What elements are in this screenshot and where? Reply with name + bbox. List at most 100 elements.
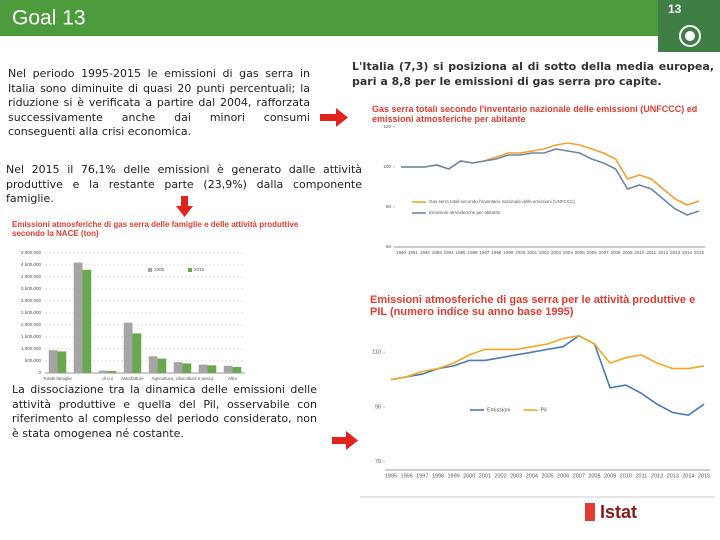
arrows (176, 108, 358, 450)
x-tick-label: 2015 (694, 250, 705, 255)
badge-icon (685, 31, 695, 41)
bar (98, 370, 108, 373)
x-tick-label: 2010 (634, 250, 645, 255)
x-tick-label: 2013 (667, 473, 679, 479)
x-tick-label: 2001 (479, 473, 491, 479)
footer-logo: Istat (600, 502, 637, 522)
legend-label: Pil (541, 407, 547, 413)
legend-label: Emissioni (487, 407, 511, 413)
legend-swatch (148, 268, 152, 272)
bar (57, 351, 67, 373)
bar (148, 356, 158, 373)
x-tick-label: 2004 (563, 250, 574, 255)
arrow (346, 431, 358, 450)
y-tick-label: 3.500.000 (21, 286, 42, 291)
legend-label: 2008 (154, 267, 165, 272)
y-tick-label: 100 (383, 164, 391, 169)
x-tick-label: 2003 (551, 250, 562, 255)
bar (82, 269, 92, 373)
y-tick-label: 4.500.000 (21, 262, 42, 267)
y-tick-label: 60 (386, 244, 392, 249)
chart-title: Emissioni atmosferiche di gas serra dell… (12, 220, 299, 238)
x-tick-label: 1992 (420, 250, 431, 255)
x-tick-label: 2006 (587, 250, 598, 255)
bar (73, 262, 83, 373)
x-tick-label: 1995 (385, 473, 397, 479)
x-tick-label: 2005 (575, 250, 586, 255)
bar (123, 322, 133, 373)
y-tick-label: 70 (375, 459, 381, 465)
paragraph: L'Italia (7,3) si posiziona al di sotto … (352, 60, 714, 88)
x-tick-label: Altro (228, 376, 238, 381)
legend-label: 2015 (194, 267, 205, 272)
bar (207, 365, 217, 373)
y-tick-label: 90 (375, 404, 381, 410)
y-tick-label: 500.000 (25, 358, 42, 363)
logo-mark (585, 503, 595, 521)
x-tick-label: 2000 (463, 473, 475, 479)
x-tick-label: 2008 (611, 250, 622, 255)
y-tick-label: 3.000.000 (21, 298, 42, 303)
y-tick-label: 1.500.000 (21, 334, 42, 339)
x-tick-label: 1998 (432, 473, 444, 479)
bar (198, 364, 208, 373)
paragraph: La dissociazione tra la dinamica delle e… (12, 383, 317, 440)
y-tick-label: 2.000.000 (21, 322, 42, 327)
y-tick-label: 4.000.000 (21, 274, 42, 279)
x-tick-label: 2015 (698, 473, 710, 479)
bar (157, 358, 167, 373)
x-tick-label: 2011 (646, 250, 656, 255)
bar (107, 371, 117, 373)
x-tick-label: 2000 (515, 250, 526, 255)
x-tick-label: 2005 (541, 473, 553, 479)
x-tick-label: 1993 (432, 250, 443, 255)
y-tick-label: 2.500.000 (21, 310, 42, 315)
x-tick-label: 2012 (651, 473, 663, 479)
x-tick-label: Agricoltura, silvicoltura e pesca (151, 376, 214, 381)
x-tick-label: 2003 (510, 473, 522, 479)
bar (173, 362, 183, 373)
x-tick-label: 1990 (396, 250, 407, 255)
legend-swatch (188, 268, 193, 272)
line-series (390, 334, 705, 381)
legend-label: Gas serra totali secondo l'inventario na… (429, 199, 575, 204)
bar (132, 333, 142, 373)
line-series (401, 148, 700, 216)
x-tick-label: 2002 (539, 250, 550, 255)
line-series (401, 142, 700, 206)
x-tick-label: 1997 (479, 250, 490, 255)
x-tick-label: 2008 (588, 473, 600, 479)
y-tick-label: 1.000.000 (21, 346, 42, 351)
bar (232, 367, 242, 373)
y-tick-label: 0 (38, 370, 41, 375)
x-tick-label: 1997 (416, 473, 428, 479)
arrow (176, 206, 193, 217)
x-tick-label: 2014 (682, 250, 693, 255)
legend-label: Emissioni atmosferiche per abitante (429, 210, 501, 215)
x-tick-label: 2009 (604, 473, 616, 479)
y-tick-label: 80 (386, 204, 392, 209)
arrow (336, 108, 348, 127)
paragraph: Nel 2015 il 76,1% delle emissioni è gene… (6, 163, 362, 205)
x-tick-label: 1998 (491, 250, 502, 255)
x-tick-label: Manifatture (121, 376, 144, 381)
x-tick-label: 2009 (622, 250, 633, 255)
arrow (181, 196, 188, 208)
header-title: Goal 13 (12, 7, 86, 30)
x-tick-label: 1996 (401, 473, 413, 479)
x-tick-label: 2012 (658, 250, 669, 255)
x-tick-label: 2006 (557, 473, 569, 479)
x-tick-label: Totale famiglie (43, 376, 72, 381)
arrow (320, 114, 338, 121)
x-tick-label: 1991 (408, 250, 419, 255)
paragraph: Nel periodo 1995-2015 le emissioni di ga… (8, 67, 310, 138)
x-tick-label: 2011 (635, 473, 647, 479)
x-tick-label: 2001 (527, 250, 538, 255)
x-tick-label: di cui (102, 376, 113, 381)
x-tick-label: 2004 (526, 473, 538, 479)
chart-title: Gas serra totali secondo l'inventario na… (372, 104, 698, 124)
bar (223, 365, 233, 373)
x-tick-label: 1995 (456, 250, 467, 255)
x-tick-label: 1996 (468, 250, 479, 255)
x-tick-label: 1999 (503, 250, 514, 255)
